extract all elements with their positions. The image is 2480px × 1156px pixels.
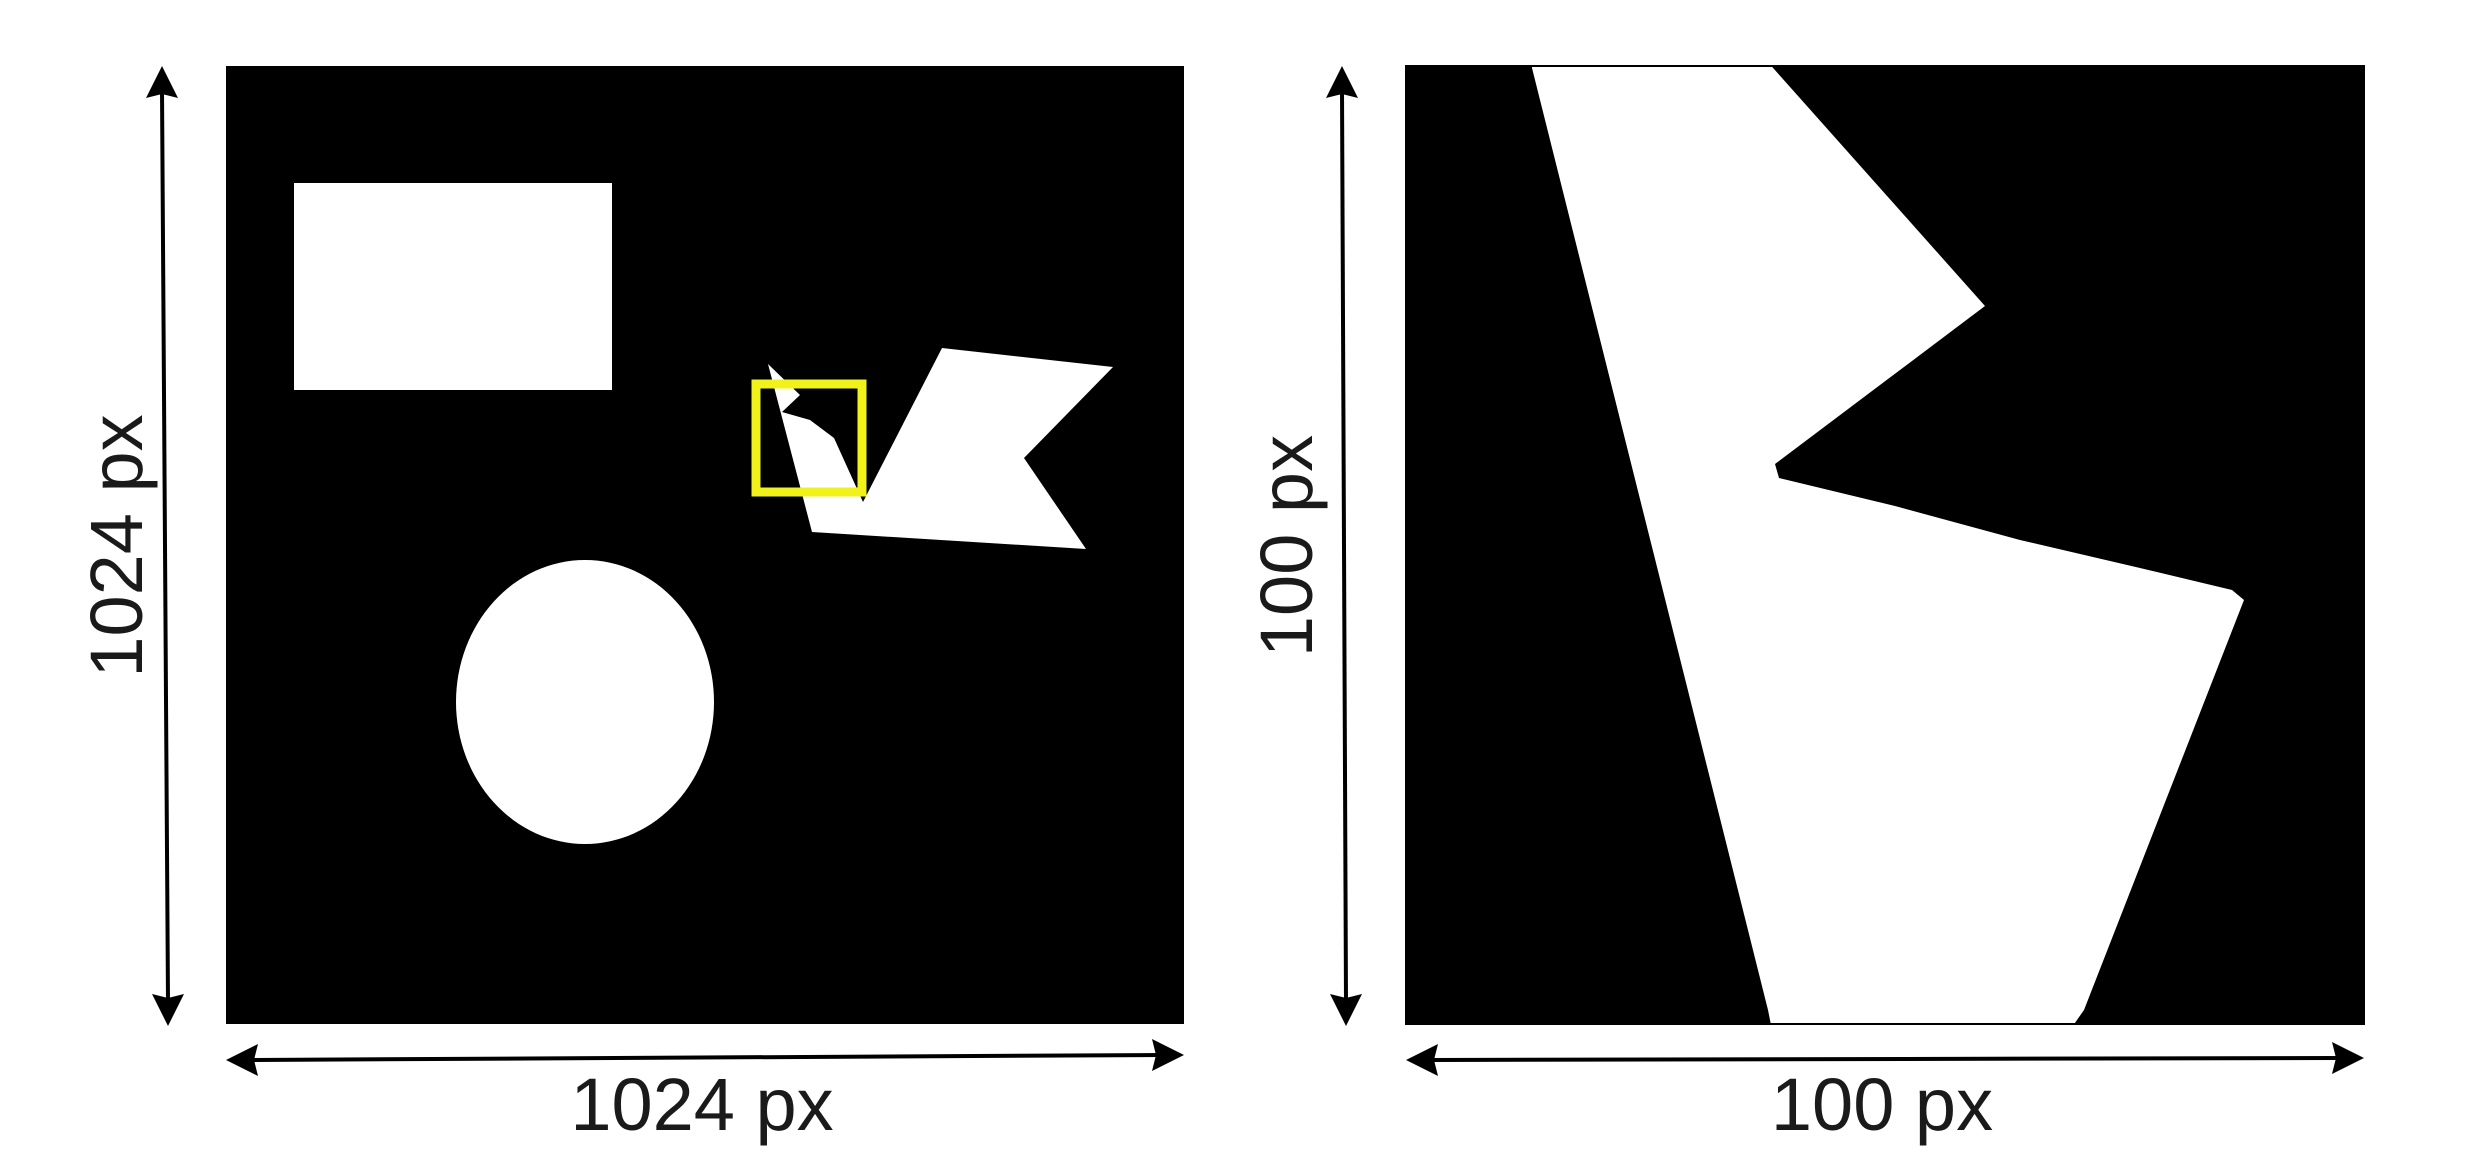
width-dimension-label: 1024 px: [570, 1063, 833, 1146]
height-dimension-arrow: [146, 66, 184, 1026]
white-irregular-polygon-shape: [768, 348, 1113, 549]
zoomed-crop-panel: 100 px 100 px: [1245, 65, 2365, 1146]
height-dimension-label: 1024 px: [75, 414, 158, 677]
zoom-region-highlight-box: [751, 379, 867, 497]
zoom-height-dimension-label: 100 px: [1245, 435, 1328, 657]
zoomed-white-shape: [1532, 66, 2244, 1024]
full-image-panel: 1024 px 1024 px: [75, 66, 1184, 1146]
zoom-height-dimension-arrow: [1326, 66, 1362, 1026]
zoom-width-dimension-label: 100 px: [1771, 1063, 1993, 1146]
white-ellipse-shape: [456, 560, 714, 844]
width-dimension-arrow: [226, 1039, 1184, 1076]
white-rectangle-shape: [294, 183, 612, 390]
zoom-width-dimension-arrow: [1406, 1042, 2364, 1076]
